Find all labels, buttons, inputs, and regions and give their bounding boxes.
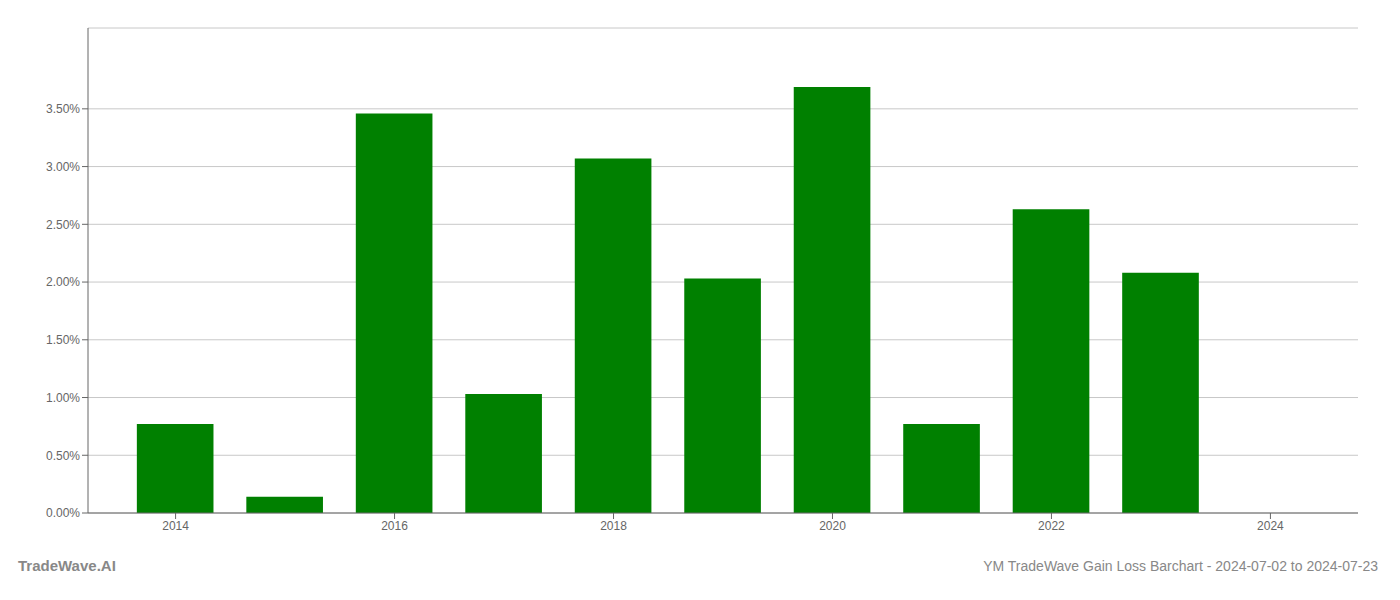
svg-text:2016: 2016 (381, 519, 408, 533)
svg-text:2014: 2014 (162, 519, 189, 533)
svg-text:2.00%: 2.00% (46, 275, 80, 289)
svg-text:1.00%: 1.00% (46, 391, 80, 405)
svg-text:2020: 2020 (819, 519, 846, 533)
svg-text:2.50%: 2.50% (46, 218, 80, 232)
html-text:TradeWave.AI: TradeWave.AI (18, 557, 116, 574)
svg-text:0.50%: 0.50% (46, 449, 80, 463)
svg-text:3.00%: 3.00% (46, 160, 80, 174)
svg-text:1.50%: 1.50% (46, 333, 80, 347)
svg-text:2024: 2024 (1257, 519, 1284, 533)
html-text:YM TradeWave Gain Loss Barchar: YM TradeWave Gain Loss Barchart - 2024-0… (983, 558, 1378, 574)
svg-text:0.00%: 0.00% (46, 506, 80, 520)
svg-text:3.50%: 3.50% (46, 102, 80, 116)
svg-text:2018: 2018 (600, 519, 627, 533)
svg-text:2022: 2022 (1038, 519, 1065, 533)
